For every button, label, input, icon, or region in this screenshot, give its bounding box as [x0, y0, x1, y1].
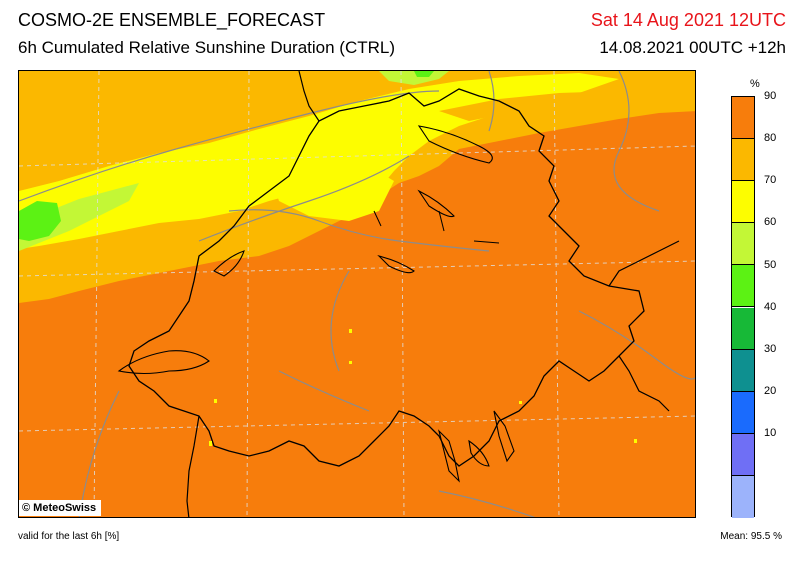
chart-subtitle: 6h Cumulated Relative Sunshine Duration …	[18, 38, 396, 57]
legend-tick-label: 70	[764, 174, 777, 187]
lake-zurich	[417, 189, 455, 218]
lake-small-2	[373, 210, 382, 227]
credit-label: © MeteoSwiss	[19, 500, 102, 516]
legend-tick-label: 90	[764, 90, 777, 103]
zone-70-plateau	[269, 163, 394, 221]
zone-90-streak-2	[439, 91, 619, 121]
legend-colorbar	[731, 96, 755, 518]
run-time: 14.08.2021 00UTC +12h	[599, 38, 786, 57]
swiss-border	[128, 88, 645, 467]
legend-bin	[732, 391, 754, 434]
legend-bin	[732, 139, 754, 182]
legend-tick-label: 60	[764, 216, 777, 229]
legend-tick-label: 20	[764, 384, 777, 397]
zone-50	[19, 201, 61, 241]
speckles	[209, 329, 637, 446]
lake-small-3	[438, 210, 445, 232]
legend-bin	[732, 433, 754, 476]
zone-60-north	[379, 71, 449, 85]
legend-tick-label: 40	[764, 300, 777, 313]
lake-maggiore	[437, 429, 460, 483]
france-italy-border	[186, 415, 200, 517]
mean-value: Mean: 95.5 %	[720, 531, 782, 542]
chart-title: COSMO-2E ENSEMBLE_FORECAST	[18, 10, 326, 30]
legend-bin	[732, 265, 754, 308]
rhine-border-west	[298, 71, 320, 122]
lake-lugano	[468, 439, 490, 467]
lake-small-1	[473, 240, 500, 244]
lake-neuchatel	[213, 250, 245, 277]
lake-como	[493, 410, 515, 463]
lake-lucerne	[377, 254, 415, 274]
legend-unit: %	[750, 78, 760, 90]
lake-geneva	[117, 350, 210, 375]
validity-note: valid for the last 6h [%]	[18, 531, 120, 542]
legend-bin	[732, 223, 754, 266]
legend-tick-label: 80	[764, 132, 777, 145]
legend-bin	[732, 307, 754, 350]
forecast-map	[18, 70, 696, 518]
legend-bin	[732, 475, 754, 518]
legend-tick-label: 30	[764, 342, 777, 355]
legend-bin	[732, 349, 754, 392]
lake-constance	[417, 125, 493, 164]
italy-border-south	[618, 355, 670, 412]
zone-50-north	[414, 71, 434, 77]
zone-90-streak-1	[79, 96, 249, 136]
map-svg	[19, 71, 695, 517]
austria-border	[608, 240, 680, 287]
rivers	[19, 71, 695, 517]
legend-tick-label: 10	[764, 426, 777, 439]
legend-bin	[732, 181, 754, 224]
legend-tick-label: 50	[764, 258, 777, 271]
valid-time: Sat 14 Aug 2021 12UTC	[590, 10, 786, 30]
legend-bin	[732, 97, 754, 140]
